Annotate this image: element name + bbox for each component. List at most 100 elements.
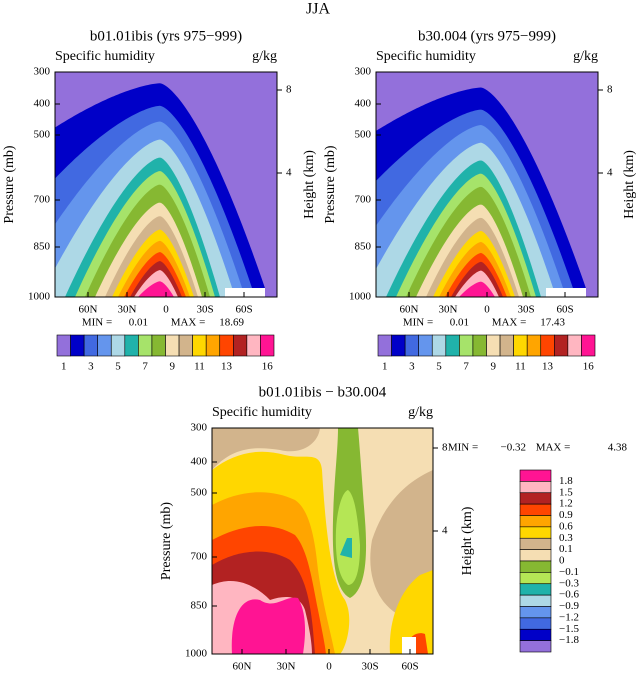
colorbar-box — [519, 492, 552, 505]
colorbar-label: 13 — [542, 361, 554, 373]
panel-title: b01.01ibis (yrs 975−999) — [90, 28, 242, 44]
colorbar-box — [459, 334, 474, 357]
y-tick-label: 300 — [191, 422, 208, 434]
colorbar-label: 7 — [463, 361, 469, 373]
min-label: MIN = — [448, 442, 478, 454]
colorbar-box — [519, 617, 552, 630]
colorbar-label: 16 — [583, 361, 595, 373]
colorbar-box — [110, 334, 126, 357]
colorbar-label: 13 — [221, 361, 233, 373]
colorbar-label: 7 — [142, 361, 148, 373]
colorbar-box — [513, 334, 528, 357]
max-value: 4.38 — [608, 442, 628, 454]
colorbar-box — [519, 583, 552, 596]
colorbar-box — [431, 334, 447, 357]
colorbar-label: 3 — [409, 361, 415, 373]
colorbar-label: 3 — [88, 361, 94, 373]
colorbar-box — [124, 334, 139, 357]
plot-frame — [211, 427, 434, 655]
min-label: MIN = — [403, 317, 433, 329]
colorbar-box — [519, 503, 552, 516]
band — [459, 281, 495, 297]
y2-tick-label: 8 — [442, 442, 448, 454]
axes: b01.01ibis (yrs 975−999) Specific humidit… — [2, 28, 637, 672]
y-tick-label: 500 — [191, 487, 208, 499]
y2-tick-label: 8 — [286, 84, 292, 96]
colorbar-box — [138, 334, 153, 357]
colorbar-box — [519, 481, 552, 494]
y-tick-label: 850 — [355, 241, 372, 253]
band — [231, 597, 306, 654]
colorbar-label: 1.8 — [559, 475, 573, 487]
panel-title: b01.01ibis − b30.004 — [259, 384, 387, 400]
colorbar-box — [260, 334, 275, 357]
colorbar-label: 0.1 — [559, 543, 573, 555]
colorbar-box — [83, 334, 98, 357]
colorbar-box — [519, 469, 552, 482]
y-axis-label: Pressure (mb) — [2, 145, 17, 223]
x-tick-label: 0 — [326, 661, 332, 673]
colorbar-label: 0.3 — [559, 532, 573, 544]
y-tick-label: 500 — [355, 129, 372, 141]
x-tick-label: 60S — [235, 304, 252, 316]
colorbar-box — [391, 334, 406, 357]
min-value: 0.01 — [450, 317, 469, 329]
colorbar-label: 5 — [115, 361, 121, 373]
colorbar-label: 0 — [559, 555, 565, 567]
colorbar-label: 5 — [436, 361, 442, 373]
colorbar-box — [377, 334, 392, 357]
y-tick-label: 850 — [191, 600, 208, 612]
colorbar-box — [233, 334, 248, 357]
x-tick-label: 60N — [233, 661, 252, 673]
colorbar-box — [205, 334, 221, 357]
y2-tick-label: 8 — [607, 84, 613, 96]
colorbar-box — [165, 334, 180, 357]
colorbar-box — [519, 560, 552, 573]
subtitle: Specific humidity — [55, 49, 155, 64]
band — [340, 538, 352, 558]
y-tick-label: 500 — [34, 129, 51, 141]
colorbar-label: −0.6 — [559, 589, 579, 601]
band — [389, 570, 433, 654]
y2-axis-label: Height (km) — [460, 506, 475, 575]
colorbar-box — [519, 628, 552, 641]
band — [335, 490, 360, 585]
colorbar-label: 0.6 — [559, 520, 573, 532]
mask — [402, 637, 416, 654]
colorbar-box — [526, 334, 542, 357]
colorbar-label: −0.3 — [559, 577, 579, 589]
colorbar-box — [581, 334, 596, 357]
y-tick-label: 700 — [34, 194, 51, 206]
colorbar-box — [519, 594, 552, 607]
x-tick-label: 60N — [79, 304, 98, 316]
colorbar-box — [246, 334, 261, 357]
panel-title: b30.004 (yrs 975−999) — [418, 28, 556, 44]
x-tick-label: 0 — [484, 304, 490, 316]
colorbar-label: −1.2 — [559, 611, 579, 623]
colorbar-box — [519, 572, 552, 585]
x-tick-label: 30N — [277, 661, 296, 673]
min-value: −0.32 — [501, 442, 526, 454]
colorbar-box — [192, 334, 207, 357]
min-label: MIN = — [82, 317, 112, 329]
y-tick-label: 850 — [34, 241, 51, 253]
colorbar-box — [519, 537, 552, 550]
colorbar-label: 1 — [61, 361, 67, 373]
band — [212, 428, 320, 470]
colorbar-label: 11 — [515, 361, 526, 373]
colorbar-box — [519, 640, 552, 653]
x-tick-label: 30S — [517, 304, 534, 316]
colorbar-label: 1 — [382, 361, 388, 373]
colorbar-box — [519, 526, 552, 539]
colorbar-box — [567, 334, 582, 357]
units: g/kg — [252, 49, 277, 64]
colorbar-label: −0.9 — [559, 600, 579, 612]
y2-axis-label: Height (km) — [622, 150, 637, 219]
y-tick-label: 700 — [191, 551, 208, 563]
figure-title: JJA — [306, 1, 330, 18]
max-label: MAX = — [492, 317, 527, 329]
subtitle: Specific humidity — [212, 405, 312, 420]
y2-axis-label: Height (km) — [302, 150, 317, 219]
colorbar-label: 16 — [262, 361, 274, 373]
colorbar-label: 0.9 — [559, 509, 573, 521]
